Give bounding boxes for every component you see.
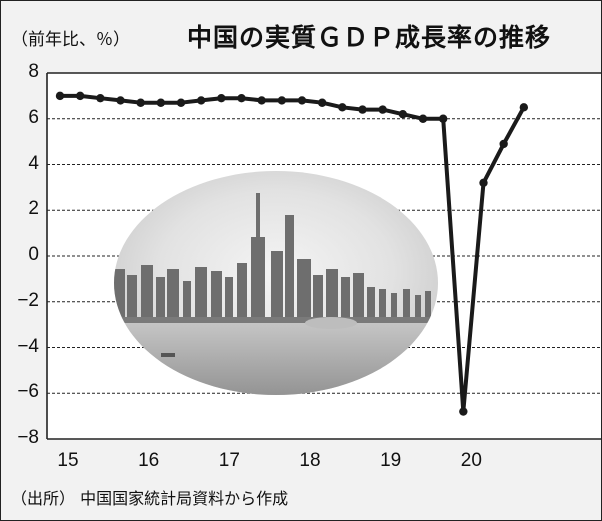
unit-label: （前年比、％） bbox=[11, 30, 130, 50]
y-tick-label: 0 bbox=[28, 244, 39, 265]
x-tick-label: 17 bbox=[218, 450, 240, 471]
y-tick-label: 4 bbox=[28, 152, 39, 174]
y-tick-label: −8 bbox=[17, 427, 39, 448]
data-point bbox=[338, 103, 347, 112]
data-point bbox=[499, 139, 508, 149]
x-tick-label: 18 bbox=[299, 450, 321, 471]
data-point bbox=[156, 98, 166, 107]
data-point bbox=[398, 109, 408, 119]
grid bbox=[46, 72, 601, 440]
data-point bbox=[297, 96, 307, 105]
data-point bbox=[196, 96, 206, 105]
x-tick-label: 16 bbox=[138, 450, 160, 471]
y-tick-label: −4 bbox=[17, 335, 39, 357]
data-point bbox=[317, 98, 327, 107]
y-tick-label: −6 bbox=[17, 381, 39, 403]
source-note: （出所） 中国国家統計局資料から作成 bbox=[11, 489, 289, 508]
series bbox=[55, 91, 529, 416]
data-point bbox=[75, 91, 85, 101]
data-point bbox=[418, 114, 428, 123]
data-point bbox=[479, 178, 488, 187]
data-point bbox=[358, 105, 367, 114]
data-point bbox=[257, 96, 266, 105]
data-point bbox=[237, 93, 246, 103]
data-point bbox=[519, 103, 529, 112]
x-tick-label: 19 bbox=[380, 450, 402, 471]
data-point bbox=[459, 407, 468, 416]
data-point bbox=[378, 105, 387, 114]
x-tick-label: 15 bbox=[57, 450, 79, 471]
data-point bbox=[277, 96, 287, 105]
y-tick-label: −2 bbox=[17, 289, 39, 311]
data-point bbox=[116, 96, 125, 105]
data-point bbox=[136, 98, 145, 107]
y-tick-label: 8 bbox=[28, 61, 39, 82]
y-tick-label: 2 bbox=[28, 198, 39, 220]
data-point bbox=[55, 91, 65, 101]
chart-title: 中国の実質ＧＤＰ成長率の推移 bbox=[187, 23, 552, 52]
x-tick-label: 20 bbox=[460, 450, 482, 471]
data-point bbox=[96, 93, 105, 103]
data-point bbox=[438, 114, 448, 123]
data-point bbox=[217, 93, 226, 103]
y-tick-label: 6 bbox=[28, 106, 39, 128]
data-point bbox=[176, 98, 186, 107]
